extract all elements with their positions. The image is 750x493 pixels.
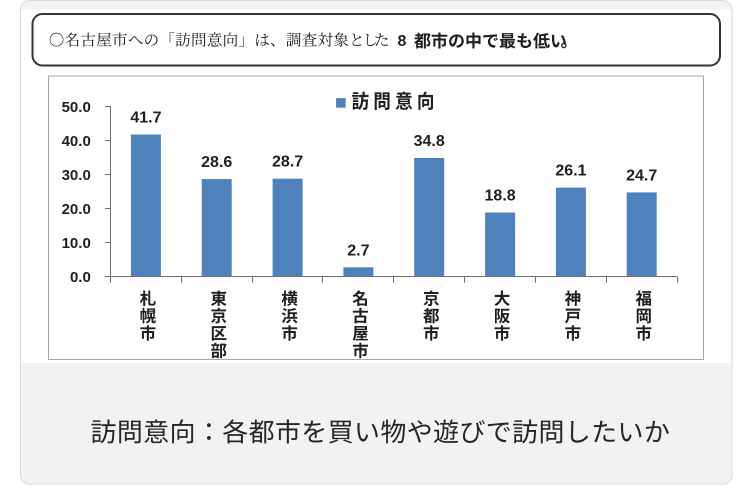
svg-text:28.6: 28.6 [201, 154, 232, 171]
svg-text:20.0: 20.0 [62, 201, 91, 218]
svg-text:8: 8 [398, 33, 407, 50]
svg-text:28.7: 28.7 [272, 154, 303, 171]
svg-text:41.7: 41.7 [130, 110, 161, 127]
svg-text:40.0: 40.0 [62, 133, 91, 150]
svg-text:0.0: 0.0 [70, 269, 91, 286]
svg-text:30.0: 30.0 [62, 167, 91, 184]
svg-text:50.0: 50.0 [62, 99, 91, 116]
svg-text:34.8: 34.8 [414, 133, 445, 150]
svg-text:24.7: 24.7 [626, 167, 657, 184]
svg-text:26.1: 26.1 [555, 163, 586, 180]
svg-text:18.8: 18.8 [485, 188, 516, 205]
svg-text:10.0: 10.0 [62, 235, 91, 252]
svg-text:2.7: 2.7 [347, 242, 369, 259]
